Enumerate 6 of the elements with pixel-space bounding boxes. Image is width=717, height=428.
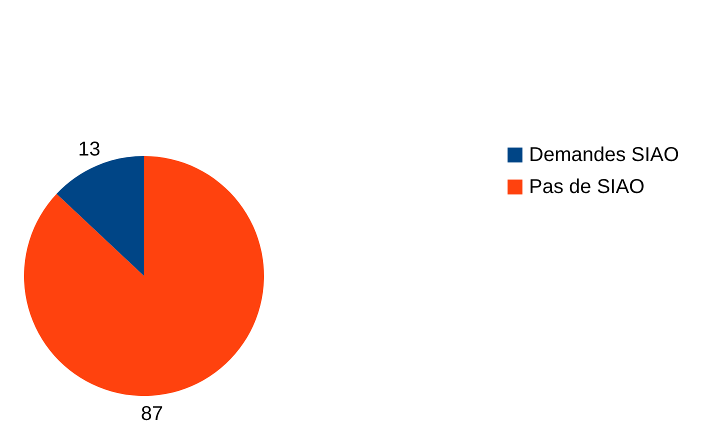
pie-slice: [56, 156, 144, 276]
legend-label: Pas de SIAO: [529, 176, 645, 198]
data-label: 13: [78, 138, 100, 160]
data-label: 87: [140, 402, 164, 425]
legend-label: Demandes SIAO: [529, 144, 680, 166]
pie-slice: [24, 156, 264, 396]
